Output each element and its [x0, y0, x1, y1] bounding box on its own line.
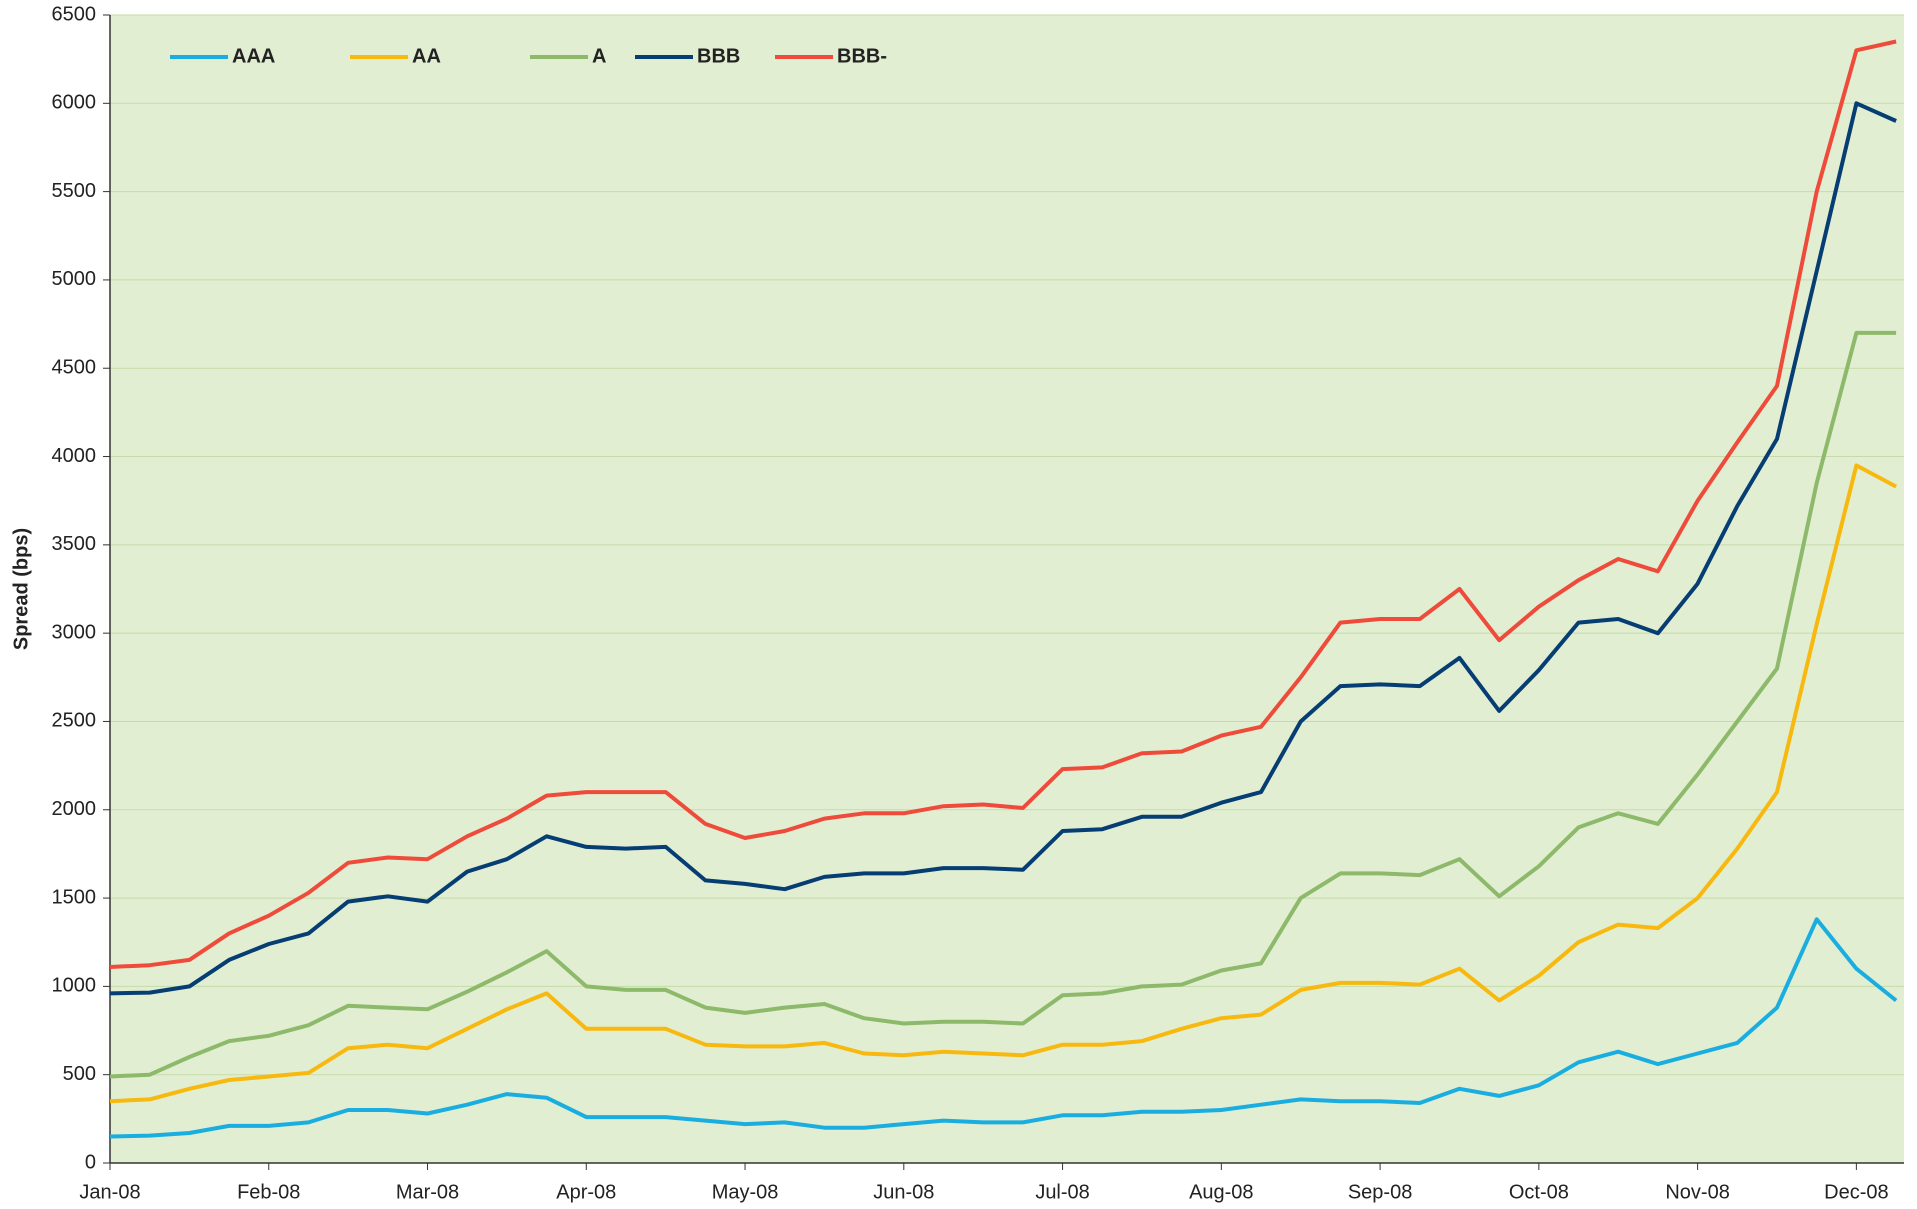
x-tick-label: Oct-08 [1509, 1181, 1569, 1203]
x-tick-label: Jul-08 [1035, 1181, 1089, 1203]
legend-label: AAA [232, 45, 275, 67]
y-tick-label: 3500 [52, 533, 97, 555]
y-tick-label: 3000 [52, 621, 97, 643]
y-axis-title: Spread (bps) [10, 528, 32, 650]
y-tick-label: 4000 [52, 445, 97, 467]
x-tick-label: Mar-08 [396, 1181, 459, 1203]
x-tick-label: Nov-08 [1665, 1181, 1729, 1203]
legend-label: A [592, 45, 606, 67]
series-line [109, 39, 1897, 969]
x-tick-label: May-08 [712, 1181, 779, 1203]
series-line [109, 330, 1897, 1079]
y-tick-label: 500 [63, 1063, 96, 1085]
series-line [109, 463, 1898, 1104]
x-tick-label: Jan-08 [79, 1181, 140, 1203]
legend-label: BBB- [837, 45, 887, 67]
series-line [109, 101, 1897, 996]
x-tick-label: Sep-08 [1348, 1181, 1413, 1203]
y-tick-label: 2000 [52, 798, 97, 820]
y-tick-label: 2500 [52, 710, 97, 732]
y-tick-label: 5500 [52, 180, 97, 202]
y-tick-label: 0 [85, 1151, 96, 1173]
x-tick-label: Feb-08 [237, 1181, 300, 1203]
y-tick-label: 5000 [52, 268, 97, 290]
y-tick-label: 1000 [52, 975, 97, 997]
legend-label: AA [412, 45, 441, 67]
legend-label: BBB [697, 45, 740, 67]
x-tick-label: Apr-08 [556, 1181, 616, 1203]
x-tick-label: Jun-08 [873, 1181, 934, 1203]
x-tick-label: Dec-08 [1824, 1181, 1888, 1203]
plot-area [110, 15, 1904, 1163]
y-tick-label: 6000 [52, 92, 97, 114]
y-tick-label: 4500 [52, 357, 97, 379]
y-tick-label: 1500 [52, 886, 97, 908]
y-tick-label: 6500 [52, 3, 97, 25]
x-tick-label: Aug-08 [1189, 1181, 1254, 1203]
series-line [109, 917, 1898, 1139]
